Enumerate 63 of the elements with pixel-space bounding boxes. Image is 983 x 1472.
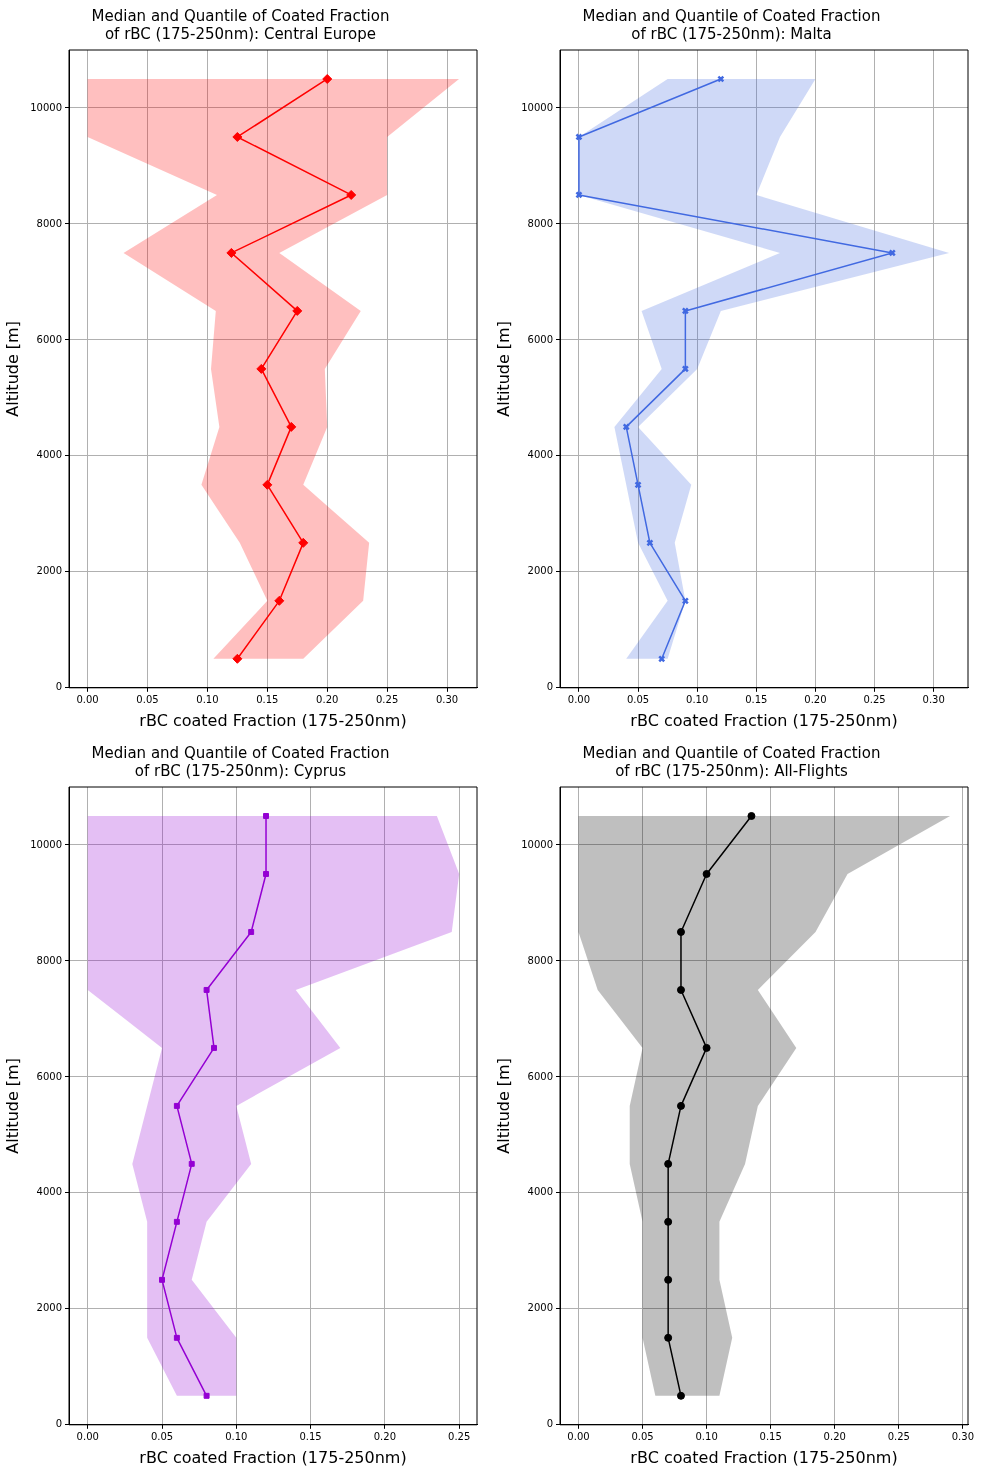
- y-axis-title: Altitude [m]: [2, 321, 22, 417]
- x-tick-label: 0.15: [745, 694, 768, 706]
- y-tick-label: 2000: [527, 1302, 554, 1314]
- y-tick-label: 4000: [36, 449, 63, 461]
- y-tick-label: 2000: [36, 565, 63, 577]
- chart-title: Median and Quantile of Coated Fraction of rBC (175-250nm): Central Europe: [91, 6, 390, 43]
- y-tick-label: 10000: [521, 838, 554, 850]
- x-tick-label: 0.15: [256, 694, 279, 706]
- x-tick-label: 0.05: [631, 1431, 654, 1443]
- x-tick-label: 0.30: [435, 694, 459, 706]
- x-tick-label: 0.00: [567, 1431, 590, 1443]
- y-axis-title: Altitude [m]: [493, 321, 513, 417]
- y-tick-label: 0: [546, 681, 554, 693]
- x-tick-label: 0.15: [299, 1431, 322, 1443]
- chart-title: Median and Quantile of Coated Fraction of rBC (175-250nm): Cyprus: [91, 743, 390, 780]
- x-tick-label: 0.20: [316, 694, 339, 706]
- x-axis-title: rBC coated Fraction (175-250nm): [139, 710, 407, 730]
- x-tick-label: 0.05: [136, 694, 159, 706]
- x-tick-label: 0.20: [804, 694, 827, 706]
- x-tick-label: 0.30: [922, 694, 945, 706]
- y-tick-label: 2000: [36, 1302, 63, 1314]
- x-axis-title: rBC coated Fraction (175-250nm): [630, 710, 898, 730]
- y-tick-label: 4000: [527, 449, 554, 461]
- x-tick-label: 0.15: [759, 1431, 782, 1443]
- x-tick-label: 0.10: [686, 694, 709, 706]
- y-tick-label: 10000: [30, 101, 63, 113]
- x-tick-label: 0.00: [567, 694, 591, 706]
- x-tick-label: 0.10: [225, 1431, 248, 1443]
- x-tick-label: 0.25: [863, 694, 886, 706]
- x-tick-label: 0.25: [448, 1431, 471, 1443]
- y-axis-title: Altitude [m]: [2, 1058, 22, 1154]
- x-tick-label: 0.05: [150, 1431, 174, 1443]
- y-tick-label: 8000: [36, 217, 63, 229]
- y-tick-label: 10000: [30, 838, 63, 850]
- x-tick-label: 0.20: [373, 1431, 397, 1443]
- y-tick-label: 0: [55, 1418, 63, 1430]
- y-tick-label: 10000: [521, 101, 554, 113]
- x-tick-label: 0.10: [695, 1431, 718, 1443]
- y-tick-label: 8000: [36, 954, 63, 966]
- y-tick-label: 4000: [36, 1186, 63, 1198]
- x-tick-label: 0.00: [76, 694, 99, 706]
- x-axis-title: rBC coated Fraction (175-250nm): [630, 1447, 898, 1467]
- y-tick-label: 2000: [527, 565, 554, 577]
- x-tick-label: 0.30: [951, 1431, 975, 1443]
- y-tick-label: 6000: [36, 333, 63, 345]
- y-tick-label: 6000: [527, 1070, 554, 1082]
- chart-title: Median and Quantile of Coated Fraction of rBC (175-250nm): Malta: [582, 6, 881, 43]
- y-tick-label: 6000: [36, 1070, 63, 1082]
- x-tick-label: 0.25: [376, 694, 399, 706]
- x-tick-label: 0.10: [196, 694, 219, 706]
- y-tick-label: 4000: [527, 1186, 554, 1198]
- y-tick-label: 6000: [527, 333, 554, 345]
- x-tick-label: 0.20: [823, 1431, 846, 1443]
- chart-title: Median and Quantile of Coated Fraction of rBC (175-250nm): All-Flights: [582, 743, 881, 780]
- x-axis-title: rBC coated Fraction (175-250nm): [139, 1447, 407, 1467]
- y-axis-title: Altitude [m]: [493, 1058, 513, 1154]
- x-tick-label: 0.25: [887, 1431, 910, 1443]
- x-tick-label: 0.00: [76, 1431, 99, 1443]
- y-tick-label: 0: [55, 681, 63, 693]
- y-tick-label: 8000: [527, 217, 554, 229]
- y-tick-label: 0: [546, 1418, 554, 1430]
- y-tick-label: 8000: [527, 954, 554, 966]
- x-tick-label: 0.05: [626, 694, 650, 706]
